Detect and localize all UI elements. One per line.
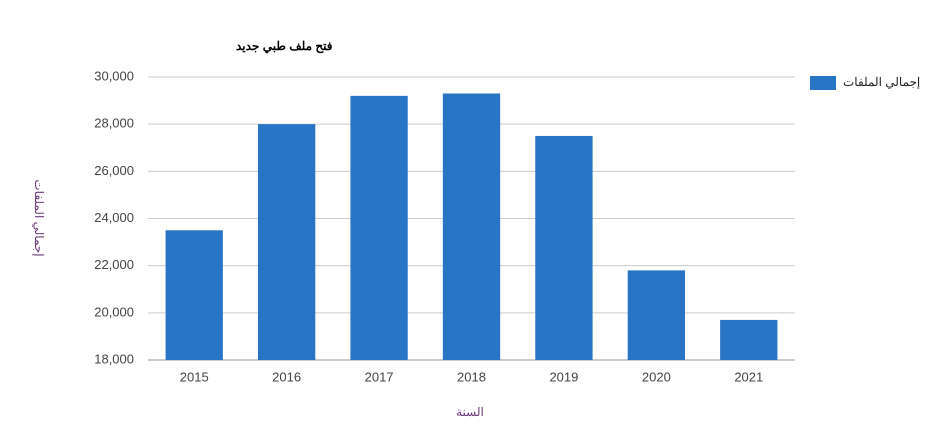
y-tick-label: 26,000	[94, 163, 134, 178]
y-tick-label: 18,000	[94, 351, 134, 366]
x-tick-label: 2018	[457, 369, 486, 384]
y-tick-label: 24,000	[94, 210, 134, 225]
bar	[165, 230, 223, 360]
y-axis-label: إجمالي الملفات	[31, 179, 46, 256]
bar	[350, 95, 408, 360]
bar	[535, 135, 593, 360]
y-tick-label: 20,000	[94, 304, 134, 319]
x-tick-label: 2015	[180, 369, 209, 384]
x-axis-label: السنة	[456, 405, 484, 419]
x-tick-label: 2017	[365, 369, 394, 384]
legend-label: إجمالي الملفات	[843, 75, 920, 90]
x-tick-label: 2020	[642, 369, 671, 384]
bar	[627, 270, 686, 360]
y-tick-label: 28,000	[94, 116, 134, 131]
y-tick-label: 22,000	[94, 257, 134, 272]
bar	[257, 124, 316, 361]
chart-title: فتح ملف طبي جديد	[236, 39, 333, 54]
y-tick-label: 30,000	[94, 68, 134, 83]
x-tick-label: 2021	[734, 369, 763, 384]
x-tick-label: 2016	[272, 369, 301, 384]
bar	[442, 93, 501, 360]
bar	[720, 319, 778, 360]
legend-swatch	[810, 76, 836, 90]
x-tick-label: 2019	[549, 369, 578, 384]
